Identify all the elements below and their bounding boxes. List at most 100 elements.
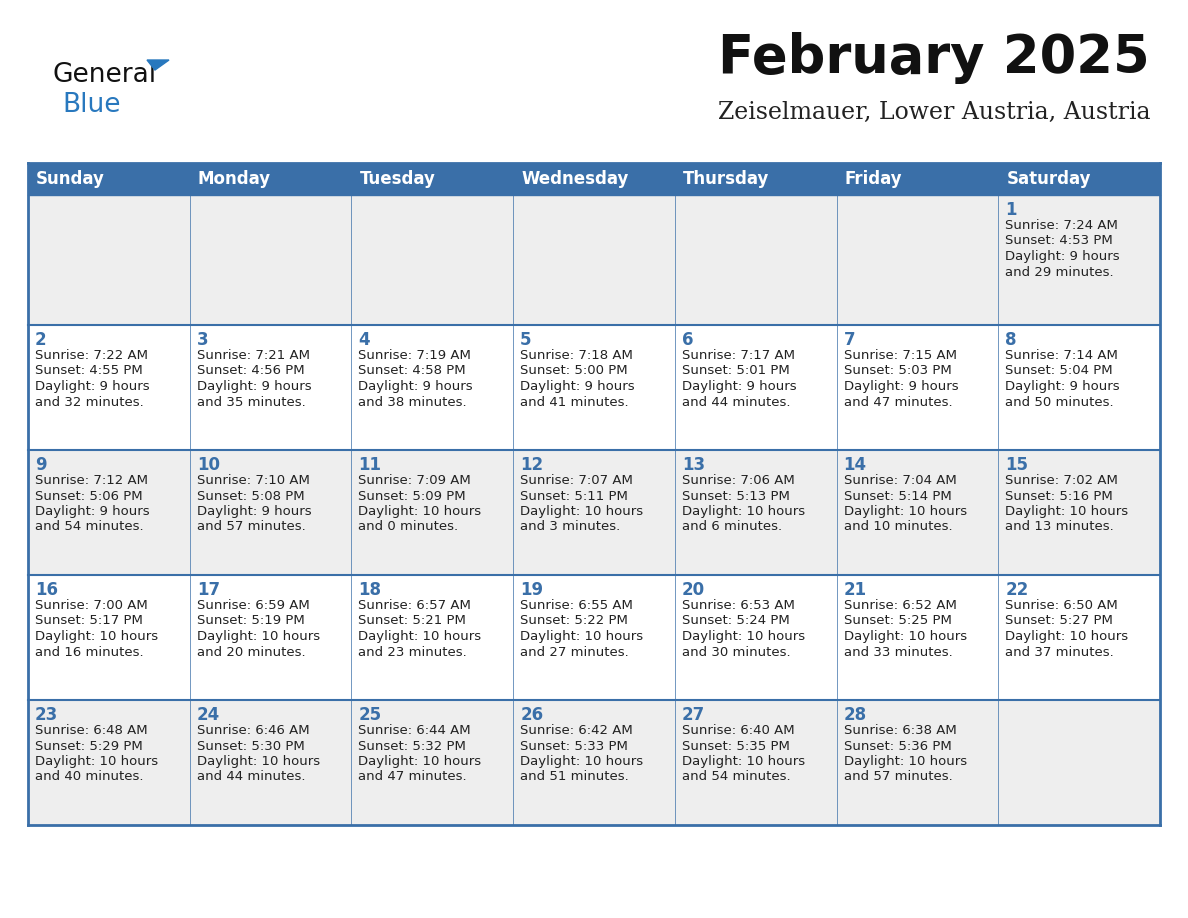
Text: Daylight: 9 hours: Daylight: 9 hours [520,380,634,393]
Text: Daylight: 9 hours: Daylight: 9 hours [843,380,959,393]
Text: Daylight: 9 hours: Daylight: 9 hours [197,380,311,393]
Text: Sunset: 5:29 PM: Sunset: 5:29 PM [34,740,143,753]
Bar [29,195,1159,325]
Text: 17: 17 [197,581,220,599]
Text: Sunrise: 7:17 AM: Sunrise: 7:17 AM [682,349,795,362]
Text: and 38 minutes.: and 38 minutes. [359,396,467,409]
Text: and 30 minutes.: and 30 minutes. [682,645,790,658]
Text: and 27 minutes.: and 27 minutes. [520,645,628,658]
Text: Sunrise: 7:06 AM: Sunrise: 7:06 AM [682,474,795,487]
Text: and 51 minutes.: and 51 minutes. [520,770,628,783]
Text: Sunset: 5:30 PM: Sunset: 5:30 PM [197,740,304,753]
Text: Sunset: 5:36 PM: Sunset: 5:36 PM [843,740,952,753]
Text: Sunrise: 7:02 AM: Sunrise: 7:02 AM [1005,474,1118,487]
Text: Sunset: 4:58 PM: Sunset: 4:58 PM [359,364,466,377]
Text: 4: 4 [359,331,369,349]
Text: and 23 minutes.: and 23 minutes. [359,645,467,658]
Text: Sunrise: 7:18 AM: Sunrise: 7:18 AM [520,349,633,362]
Text: Sunrise: 6:52 AM: Sunrise: 6:52 AM [843,599,956,612]
Text: Sunrise: 6:50 AM: Sunrise: 6:50 AM [1005,599,1118,612]
Text: Daylight: 10 hours: Daylight: 10 hours [843,755,967,768]
Bar [29,575,1159,700]
Text: Sunrise: 6:53 AM: Sunrise: 6:53 AM [682,599,795,612]
Polygon shape [147,60,169,70]
Text: and 3 minutes.: and 3 minutes. [520,521,620,533]
Text: Daylight: 9 hours: Daylight: 9 hours [359,380,473,393]
Text: Sunset: 5:04 PM: Sunset: 5:04 PM [1005,364,1113,377]
Text: Sunset: 5:16 PM: Sunset: 5:16 PM [1005,489,1113,502]
Text: Daylight: 10 hours: Daylight: 10 hours [1005,630,1129,643]
Text: 2: 2 [34,331,46,349]
Text: and 6 minutes.: and 6 minutes. [682,521,782,533]
Text: and 37 minutes.: and 37 minutes. [1005,645,1114,658]
Bar [352,163,513,195]
Text: 22: 22 [1005,581,1029,599]
Text: Sunset: 5:08 PM: Sunset: 5:08 PM [197,489,304,502]
Text: 18: 18 [359,581,381,599]
Text: and 47 minutes.: and 47 minutes. [843,396,953,409]
Text: 15: 15 [1005,456,1029,474]
Bar [998,163,1159,195]
Text: Sunrise: 7:21 AM: Sunrise: 7:21 AM [197,349,310,362]
Text: 25: 25 [359,706,381,724]
Text: Zeiselmauer, Lower Austria, Austria: Zeiselmauer, Lower Austria, Austria [718,100,1150,124]
Bar [29,450,1159,575]
Text: Daylight: 10 hours: Daylight: 10 hours [359,755,481,768]
Text: Daylight: 10 hours: Daylight: 10 hours [1005,505,1129,518]
Text: Sunrise: 6:44 AM: Sunrise: 6:44 AM [359,724,472,737]
Text: and 10 minutes.: and 10 minutes. [843,521,953,533]
Text: Daylight: 9 hours: Daylight: 9 hours [34,505,150,518]
Text: 13: 13 [682,456,704,474]
Text: 26: 26 [520,706,543,724]
Text: Sunrise: 6:55 AM: Sunrise: 6:55 AM [520,599,633,612]
Bar [836,163,998,195]
Text: and 57 minutes.: and 57 minutes. [197,521,305,533]
Text: Sunset: 5:11 PM: Sunset: 5:11 PM [520,489,628,502]
Text: 1: 1 [1005,201,1017,219]
Text: Sunset: 5:06 PM: Sunset: 5:06 PM [34,489,143,502]
Text: Daylight: 9 hours: Daylight: 9 hours [682,380,796,393]
Text: and 13 minutes.: and 13 minutes. [1005,521,1114,533]
Text: and 54 minutes.: and 54 minutes. [682,770,790,783]
Text: Friday: Friday [845,170,902,188]
Text: Sunrise: 7:10 AM: Sunrise: 7:10 AM [197,474,310,487]
Text: and 44 minutes.: and 44 minutes. [197,770,305,783]
Text: Sunset: 4:55 PM: Sunset: 4:55 PM [34,364,143,377]
Bar [29,163,190,195]
Text: Sunset: 5:01 PM: Sunset: 5:01 PM [682,364,790,377]
Text: and 50 minutes.: and 50 minutes. [1005,396,1114,409]
Text: Saturday: Saturday [1006,170,1091,188]
Text: Sunrise: 6:59 AM: Sunrise: 6:59 AM [197,599,309,612]
Text: Monday: Monday [197,170,271,188]
Text: Daylight: 10 hours: Daylight: 10 hours [520,505,643,518]
Text: Sunrise: 7:14 AM: Sunrise: 7:14 AM [1005,349,1118,362]
Text: Daylight: 10 hours: Daylight: 10 hours [34,630,158,643]
Text: Daylight: 10 hours: Daylight: 10 hours [359,505,481,518]
Text: Sunrise: 6:42 AM: Sunrise: 6:42 AM [520,724,633,737]
Text: Daylight: 10 hours: Daylight: 10 hours [843,505,967,518]
Text: Daylight: 9 hours: Daylight: 9 hours [197,505,311,518]
Text: Daylight: 10 hours: Daylight: 10 hours [197,630,320,643]
Text: and 35 minutes.: and 35 minutes. [197,396,305,409]
Text: Sunset: 5:25 PM: Sunset: 5:25 PM [843,614,952,628]
Text: Sunrise: 7:00 AM: Sunrise: 7:00 AM [34,599,147,612]
Text: General: General [52,62,156,88]
Text: Sunset: 4:53 PM: Sunset: 4:53 PM [1005,234,1113,248]
Text: Sunset: 5:27 PM: Sunset: 5:27 PM [1005,614,1113,628]
Text: 10: 10 [197,456,220,474]
Bar [29,700,1159,825]
Text: Sunrise: 6:40 AM: Sunrise: 6:40 AM [682,724,795,737]
Text: Sunrise: 7:09 AM: Sunrise: 7:09 AM [359,474,472,487]
Text: Sunrise: 6:48 AM: Sunrise: 6:48 AM [34,724,147,737]
Text: Daylight: 10 hours: Daylight: 10 hours [34,755,158,768]
Text: 28: 28 [843,706,867,724]
Text: Sunrise: 7:24 AM: Sunrise: 7:24 AM [1005,219,1118,232]
Bar [675,163,836,195]
Text: 21: 21 [843,581,867,599]
Text: Daylight: 10 hours: Daylight: 10 hours [682,755,805,768]
Text: and 32 minutes.: and 32 minutes. [34,396,144,409]
Text: and 47 minutes.: and 47 minutes. [359,770,467,783]
Text: Thursday: Thursday [683,170,770,188]
Text: 6: 6 [682,331,694,349]
Text: Sunrise: 7:19 AM: Sunrise: 7:19 AM [359,349,472,362]
